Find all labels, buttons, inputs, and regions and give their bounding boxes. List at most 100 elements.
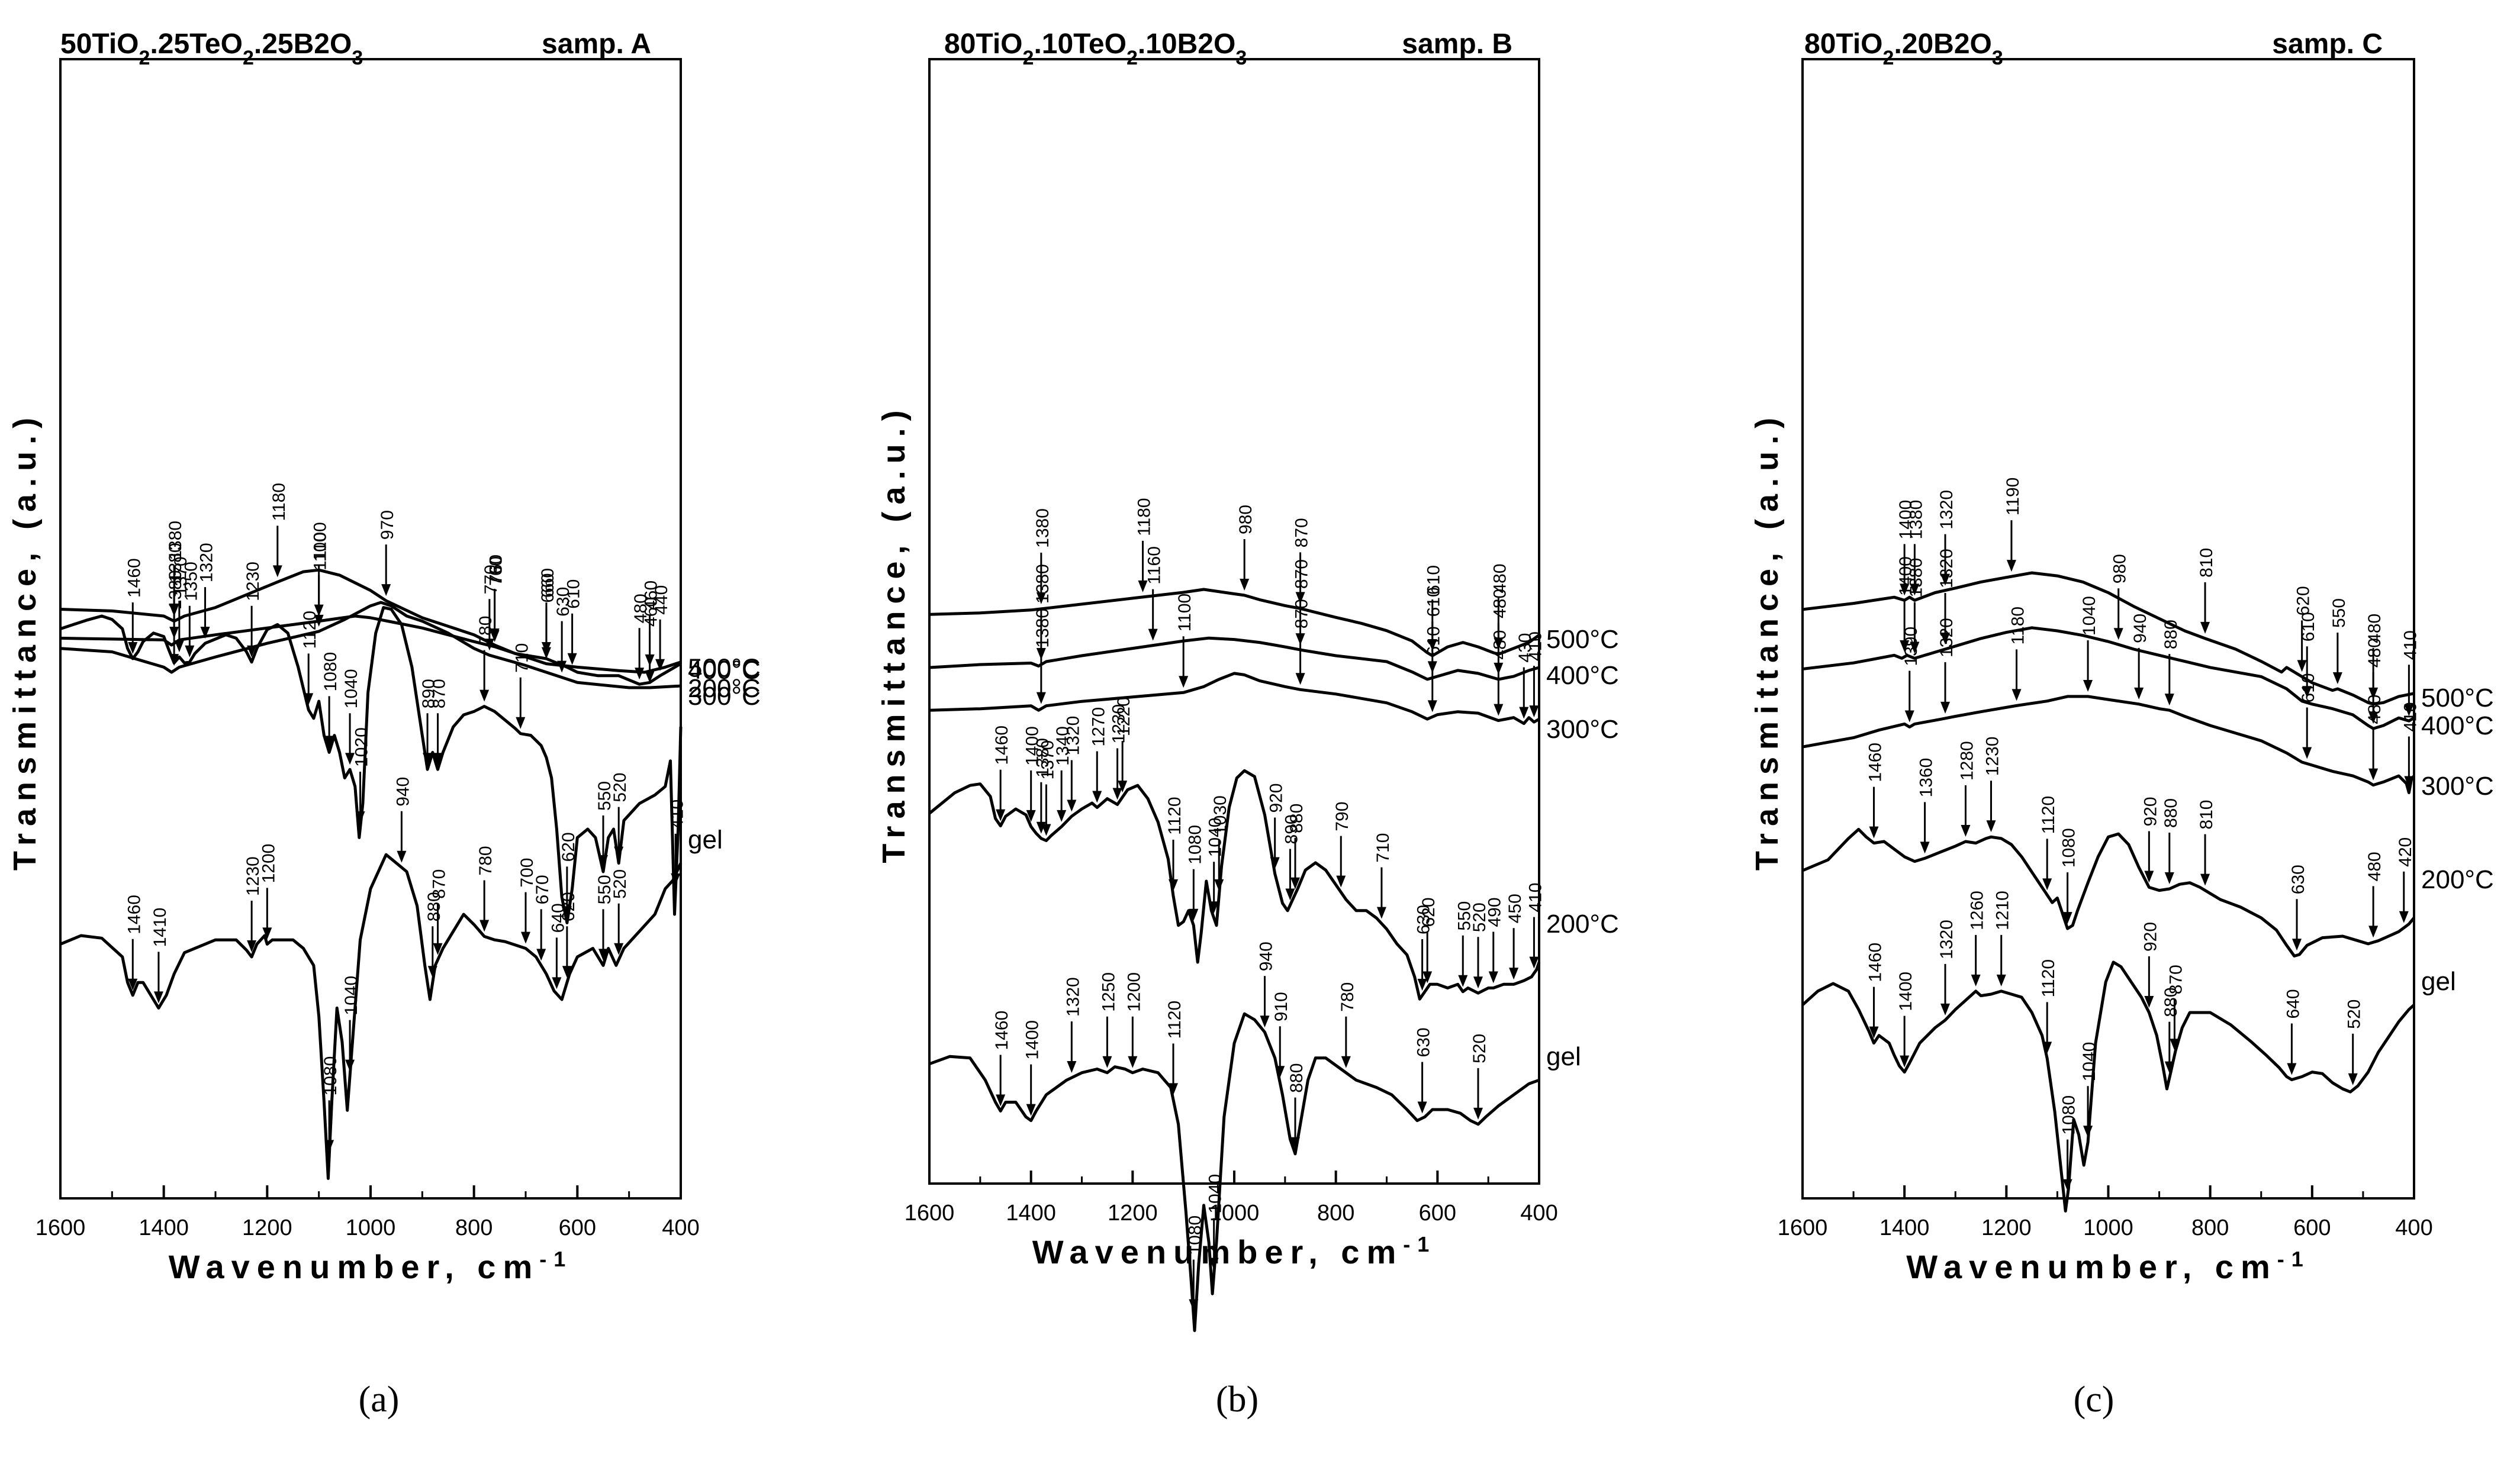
peak-label-880: 880: [424, 892, 444, 921]
series-300c-b: [929, 672, 1540, 726]
peak-label-610: 610: [1424, 587, 1444, 617]
peak-arrowhead-460: [645, 670, 655, 683]
peak-arrowhead-1040: [2083, 679, 2093, 692]
peak-arrowhead-670: [536, 949, 546, 961]
peak-arrowhead-1320: [1067, 1061, 1077, 1073]
peak-label-1120: 1120: [300, 611, 320, 649]
peak-label-1180: 1180: [2009, 607, 2028, 645]
peak-label-1200: 1200: [1124, 972, 1144, 1012]
peak-label-1320: 1320: [1937, 549, 1956, 588]
peak-arrowhead-550: [598, 855, 608, 867]
peak-label-1380: 1380: [1033, 564, 1053, 604]
peak-label-1320: 1320: [1937, 920, 1956, 959]
peak-arrowhead-550: [598, 949, 608, 961]
series-gel-b: [929, 1012, 1540, 1332]
peak-label-620: 620: [559, 832, 578, 862]
peak-arrowhead-1080: [2062, 912, 2072, 924]
panel-title-a: 50TiO2.25TeO2.25B2O3: [60, 28, 363, 69]
peak-arrowhead-1320: [200, 627, 210, 639]
peak-label-1320: 1320: [197, 543, 217, 582]
peak-label-610: 610: [2299, 612, 2318, 641]
peak-arrowhead-520: [1473, 1107, 1483, 1120]
peak-label-1040: 1040: [1206, 818, 1225, 857]
peak-arrowhead-910: [1275, 1066, 1285, 1078]
series-200c-a: [60, 606, 683, 924]
peak-arrowhead-920: [2144, 996, 2154, 1008]
peak-label-780: 780: [1338, 982, 1357, 1012]
peak-arrowhead-1120: [304, 693, 314, 705]
panel-b: 80TiO2.10TeO2.10B2O3 samp. B 1600 1400 1200 1…: [876, 28, 1619, 1332]
peak-label-790: 790: [1333, 802, 1352, 831]
peak-label-1320: 1320: [1937, 618, 1956, 657]
peak-arrowhead-1400: [1900, 640, 1910, 652]
series-label-c: 500°C: [2421, 684, 2494, 713]
series-400c-b: [929, 636, 1540, 681]
peak-label-760: 760: [487, 554, 506, 584]
peak-label-940: 940: [1257, 942, 1276, 971]
peak-label-770: 770: [481, 565, 501, 594]
peak-label-1080: 1080: [2059, 1095, 2079, 1135]
peak-arrowhead-940: [1260, 1015, 1270, 1028]
peak-label-1040: 1040: [342, 976, 361, 1015]
series-label-a: 300°C: [688, 682, 761, 711]
peak-arrowhead-810: [2200, 873, 2210, 886]
peak-arrowhead-630: [2292, 939, 2302, 951]
peak-label-880: 880: [2161, 988, 2181, 1017]
sample-label-a: samp. A: [542, 28, 651, 60]
peak-label-1100: 1100: [1175, 594, 1195, 632]
peak-arrowhead-1370: [1041, 824, 1051, 836]
peak-label-1040: 1040: [2080, 1042, 2099, 1082]
peak-label-1270: 1270: [1089, 707, 1108, 747]
peak-label-1380: 1380: [166, 570, 185, 610]
peak-label-870: 870: [430, 679, 449, 708]
peak-arrowhead-410: [1529, 956, 1539, 969]
peak-label-890: 890: [419, 679, 439, 708]
peak-label-1460: 1460: [992, 1011, 1012, 1050]
sample-label-c: samp. C: [2272, 28, 2383, 60]
peak-arrowhead-610: [2302, 686, 2312, 698]
peak-arrowhead-980: [1240, 578, 1250, 591]
peak-label-700: 700: [517, 858, 537, 888]
peak-arrowhead-970: [381, 584, 391, 597]
x-tick-label-1200: 1200: [1981, 1216, 2032, 1240]
peak-arrowhead-700: [521, 931, 530, 944]
peak-label-1040: 1040: [342, 669, 361, 708]
peak-label-480: 480: [2365, 695, 2384, 724]
peak-arrowhead-430: [1519, 707, 1529, 719]
peak-arrowhead-1350: [185, 645, 195, 657]
peak-arrowhead-1230: [247, 645, 257, 657]
peak-label-1220: 1220: [1114, 697, 1134, 736]
peak-label-1120: 1120: [1165, 1001, 1185, 1039]
x-tick-label-1600: 1600: [36, 1216, 86, 1240]
peak-arrowhead-880: [2164, 872, 2174, 885]
peak-arrowhead-520: [614, 846, 624, 859]
peak-label-480: 480: [2365, 614, 2384, 643]
peak-label-1210: 1210: [1993, 891, 2013, 930]
peak-label-1120: 1120: [2039, 796, 2058, 834]
peak-arrowhead-450: [1509, 968, 1519, 980]
peak-arrowhead-1020: [355, 811, 365, 823]
peak-label-1460: 1460: [124, 558, 144, 598]
y-axis-label-b: Transmittance, (a.u.): [876, 403, 912, 863]
peak-arrowhead-1320: [1940, 1003, 1951, 1015]
peak-arrowhead-1320: [1940, 632, 1951, 644]
peak-arrowhead-480: [2368, 768, 2379, 781]
plot-frame-a: [59, 58, 682, 1200]
peak-arrowhead-1120: [1169, 879, 1178, 891]
x-tick-label-1400: 1400: [1006, 1201, 1056, 1226]
peak-arrowhead-1100: [1179, 676, 1189, 688]
peak-label-520: 520: [610, 773, 630, 802]
peak-label-940: 940: [2130, 614, 2150, 643]
peak-arrowhead-1210: [1996, 974, 2006, 986]
peak-label-1280: 1280: [1957, 741, 1977, 781]
x-tick-label-400: 400: [1520, 1201, 1557, 1226]
peak-arrowhead-870: [2170, 1039, 2180, 1051]
peak-label-480: 480: [2365, 852, 2384, 881]
peak-arrowhead-710: [516, 717, 526, 729]
peak-arrowhead-490: [1488, 971, 1498, 984]
peak-arrowhead-1400: [1900, 1055, 1910, 1068]
peak-arrowhead-1080: [1189, 1299, 1199, 1311]
peak-arrowhead-1180: [2012, 689, 2022, 701]
peak-arrowhead-1320: [1940, 573, 1951, 586]
peak-label-1380: 1380: [166, 543, 185, 582]
